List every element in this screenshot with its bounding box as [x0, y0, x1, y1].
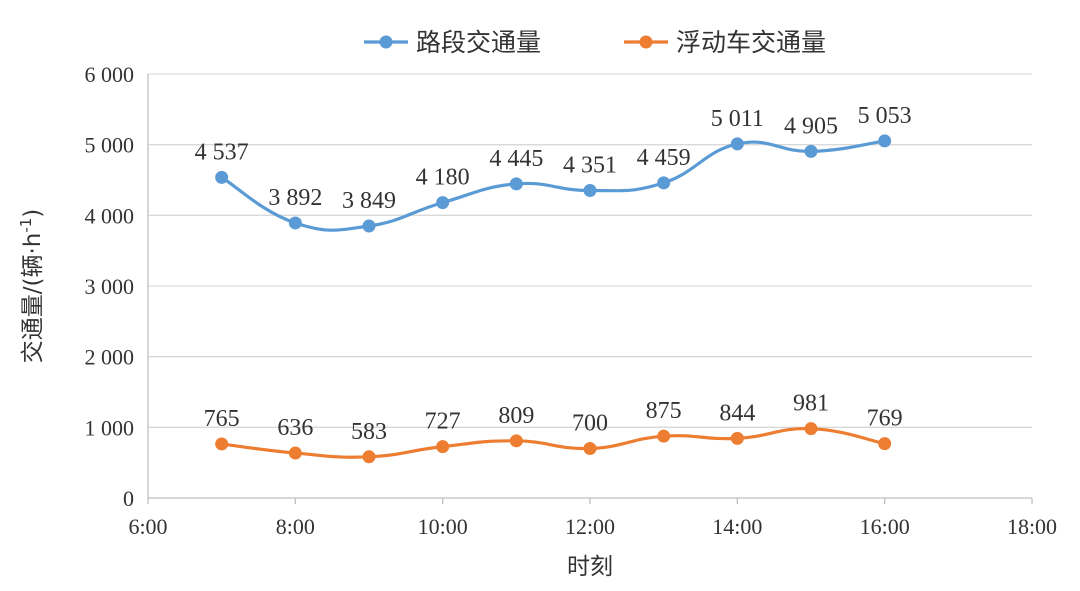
series-lines: [215, 134, 892, 464]
x-tick-label: 16:00: [860, 514, 910, 539]
data-point: [288, 446, 302, 460]
data-point: [215, 170, 229, 184]
data-point: [878, 134, 892, 148]
data-point: [509, 177, 523, 191]
series-line-road: [220, 139, 887, 232]
data-label: 769: [867, 406, 903, 432]
data-point: [730, 137, 744, 151]
data-label: 809: [498, 403, 534, 429]
legend-marker-1: [639, 35, 653, 49]
x-tick-label: 18:00: [1007, 514, 1057, 539]
data-label: 636: [277, 415, 313, 441]
x-tick-label: 8:00: [276, 514, 315, 539]
gridlines: [148, 73, 1032, 428]
data-point: [215, 437, 229, 451]
data-label: 583: [351, 419, 387, 445]
data-point: [583, 184, 597, 198]
legend: 路段交通量 浮动车交通量: [364, 28, 826, 57]
data-point: [657, 176, 671, 190]
series-line-floating-car: [220, 427, 887, 459]
data-point: [288, 216, 302, 230]
data-label: 4 537: [195, 139, 249, 165]
y-tick-label: 1 000: [85, 415, 135, 440]
x-axis-title: 时刻: [567, 554, 613, 580]
y-axis-title-superscript: -1: [17, 218, 35, 233]
legend-marker-0: [379, 35, 393, 49]
data-point: [436, 440, 450, 454]
data-label: 700: [572, 411, 608, 437]
y-tick-label: 3 000: [85, 274, 135, 299]
axis-titles: 时刻 交通量/(辆·h-1): [17, 209, 613, 580]
data-point: [362, 219, 376, 233]
data-label: 844: [719, 400, 755, 426]
data-point: [804, 422, 818, 436]
data-point: [583, 442, 597, 456]
data-label: 4 351: [563, 153, 617, 179]
data-label: 4 459: [637, 145, 691, 171]
data-label: 765: [204, 406, 240, 432]
y-tick-label: 4 000: [85, 203, 135, 228]
x-tick-label: 10:00: [418, 514, 468, 539]
data-label: 5 011: [711, 106, 764, 132]
data-label: 4 180: [416, 165, 470, 191]
data-label: 3 849: [342, 188, 396, 214]
legend-label-0: 路段交通量: [416, 28, 541, 57]
data-labels: 4 537 3 892 3 849 4 180 4 445 4 351 4 459 5 011…: [195, 103, 912, 445]
x-tick-label: 12:00: [565, 514, 615, 539]
data-point: [436, 196, 450, 210]
x-tick-label: 14:00: [712, 514, 762, 539]
data-point: [657, 429, 671, 443]
y-tick-label: 0: [123, 486, 134, 511]
y-axis-title: 交通量/(辆·h-1): [17, 209, 46, 364]
y-tick-label: 6 000: [85, 62, 135, 87]
data-point: [509, 434, 523, 448]
y-tick-label: 2 000: [85, 345, 135, 370]
data-label: 875: [646, 398, 682, 424]
data-point: [730, 431, 744, 445]
data-label: 4 905: [784, 113, 838, 139]
data-point: [362, 450, 376, 464]
data-point: [878, 437, 892, 451]
data-point: [804, 144, 818, 158]
data-label: 4 445: [489, 146, 543, 172]
y-tick-label: 5 000: [85, 133, 135, 158]
data-label: 981: [793, 391, 829, 417]
data-label: 727: [425, 409, 461, 435]
data-label: 5 053: [858, 103, 912, 129]
y-axis-title-close: ): [20, 209, 46, 218]
data-label: 3 892: [268, 185, 322, 211]
x-tick-label: 6:00: [128, 514, 167, 539]
axes: 0 1 000 2 000 3 000 4 000 5 000 6 000 6:00 8:00 1…: [85, 62, 1058, 539]
legend-label-1: 浮动车交通量: [676, 28, 826, 57]
y-axis-title-main: 交通量/(辆·h: [20, 233, 46, 364]
